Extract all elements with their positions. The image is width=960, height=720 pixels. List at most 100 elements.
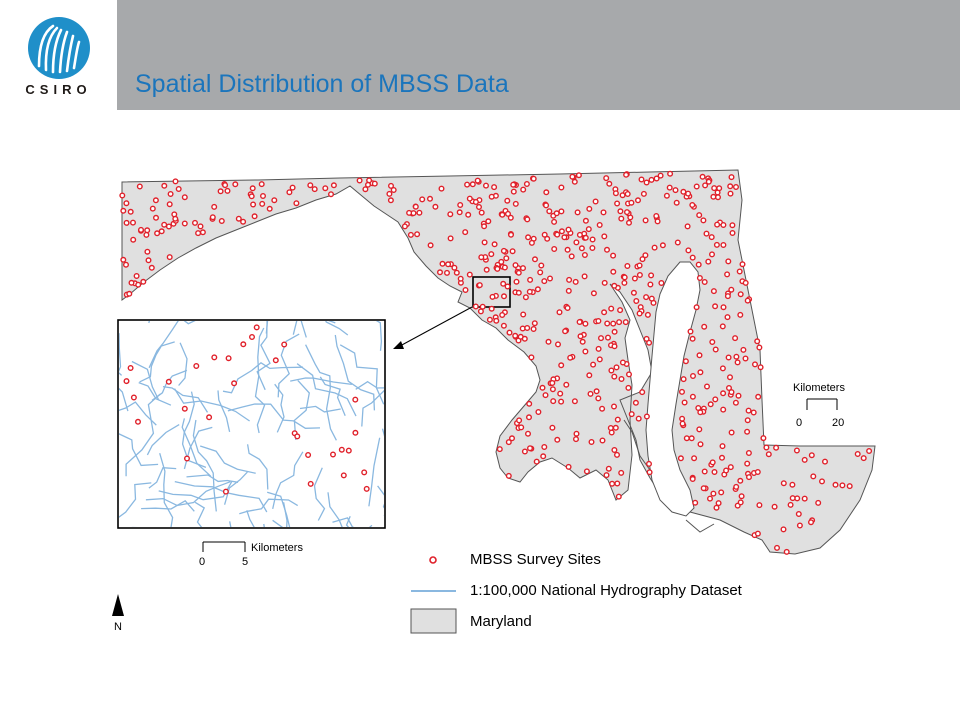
survey-site-marker <box>386 190 393 197</box>
survey-site-marker <box>648 272 655 279</box>
inset-survey-site-marker <box>225 355 232 362</box>
survey-site-marker <box>181 220 188 227</box>
survey-site-marker <box>289 184 296 191</box>
survey-site-marker <box>542 392 549 399</box>
survey-site-marker <box>810 473 817 480</box>
survey-site-marker <box>136 183 143 190</box>
survey-site-marker <box>555 341 562 348</box>
survey-site-marker <box>682 358 689 365</box>
survey-site-marker <box>712 346 719 353</box>
survey-site-marker <box>697 441 704 448</box>
survey-site-marker <box>483 182 490 189</box>
survey-site-marker <box>419 196 426 203</box>
survey-site-marker <box>692 499 699 506</box>
survey-site-marker <box>719 443 726 450</box>
survey-site-marker <box>708 234 715 241</box>
survey-site-marker <box>653 212 660 219</box>
survey-site-marker <box>551 245 558 252</box>
survey-site-marker <box>611 373 618 380</box>
survey-site-marker <box>483 266 490 273</box>
survey-site-marker <box>646 460 653 467</box>
survey-site-marker <box>599 405 606 412</box>
survey-site-marker <box>628 199 635 206</box>
survey-site-marker <box>689 201 696 208</box>
survey-site-marker <box>612 190 619 197</box>
survey-site-marker <box>720 304 727 311</box>
survey-site-marker <box>474 177 481 184</box>
survey-site-marker <box>801 456 808 463</box>
survey-site-marker <box>709 251 716 258</box>
survey-site-marker <box>608 305 615 312</box>
survey-site-marker <box>728 429 735 436</box>
inset-survey-sites-layer <box>123 324 370 495</box>
inset-stream-line <box>272 451 304 510</box>
inset-stream-line <box>345 515 351 527</box>
survey-site-marker <box>689 335 696 342</box>
survey-site-marker <box>581 273 588 280</box>
survey-site-marker <box>462 287 469 294</box>
inset-stream-line <box>328 321 336 324</box>
survey-site-marker <box>588 439 595 446</box>
survey-site-marker <box>815 499 822 506</box>
survey-site-marker <box>362 186 369 193</box>
survey-site-marker <box>586 205 593 212</box>
survey-site-marker <box>322 185 329 192</box>
survey-site-marker <box>727 464 734 471</box>
inset-stream-line <box>173 388 250 422</box>
inset-survey-site-marker <box>231 380 238 387</box>
survey-site-marker <box>451 264 458 271</box>
survey-site-marker <box>624 190 631 197</box>
survey-site-marker <box>427 195 434 202</box>
survey-site-marker <box>697 369 704 376</box>
survey-site-marker <box>648 295 655 302</box>
survey-site-marker <box>489 293 496 300</box>
survey-site-marker <box>556 309 563 316</box>
survey-site-marker <box>586 372 593 379</box>
survey-site-marker <box>524 325 531 332</box>
survey-site-marker <box>543 202 550 209</box>
survey-site-marker <box>444 269 451 276</box>
survey-site-marker <box>801 495 808 502</box>
survey-site-marker <box>120 256 127 263</box>
survey-site-marker <box>119 192 126 199</box>
inset-stream-line <box>119 482 152 518</box>
survey-site-marker <box>742 279 749 286</box>
survey-site-marker <box>657 172 664 179</box>
survey-site-marker <box>610 252 617 259</box>
survey-site-marker <box>478 209 485 216</box>
survey-site-marker <box>718 489 725 496</box>
survey-site-marker <box>672 187 679 194</box>
survey-site-marker <box>476 282 483 289</box>
inset-survey-site-marker <box>338 446 345 453</box>
inset-stream-line <box>181 418 212 477</box>
inset-stream-line <box>192 419 217 512</box>
survey-site-marker <box>614 200 621 207</box>
legend-state-symbol <box>410 608 457 634</box>
inset-stream-line <box>256 321 271 391</box>
survey-site-marker <box>689 476 696 483</box>
survey-site-marker <box>525 430 532 437</box>
survey-site-marker <box>129 219 136 226</box>
survey-site-marker <box>501 293 508 300</box>
survey-site-marker <box>513 278 520 285</box>
survey-site-marker <box>618 215 625 222</box>
survey-site-marker <box>195 230 202 237</box>
survey-site-marker <box>573 430 580 437</box>
survey-site-marker <box>607 425 614 432</box>
survey-site-marker <box>209 214 216 221</box>
survey-site-marker <box>582 320 589 327</box>
survey-site-marker <box>604 246 611 253</box>
survey-site-marker <box>780 526 787 533</box>
survey-site-marker <box>558 362 565 369</box>
survey-site-marker <box>628 411 635 418</box>
survey-site-marker <box>528 239 535 246</box>
inset-survey-site-marker <box>130 394 137 401</box>
survey-site-marker <box>725 258 732 265</box>
survey-site-marker <box>596 221 603 228</box>
survey-site-marker <box>573 436 580 443</box>
survey-site-marker <box>469 181 476 188</box>
survey-site-marker <box>685 190 692 197</box>
survey-site-marker <box>674 239 681 246</box>
survey-site-marker <box>621 274 628 281</box>
survey-site-marker <box>663 192 670 199</box>
